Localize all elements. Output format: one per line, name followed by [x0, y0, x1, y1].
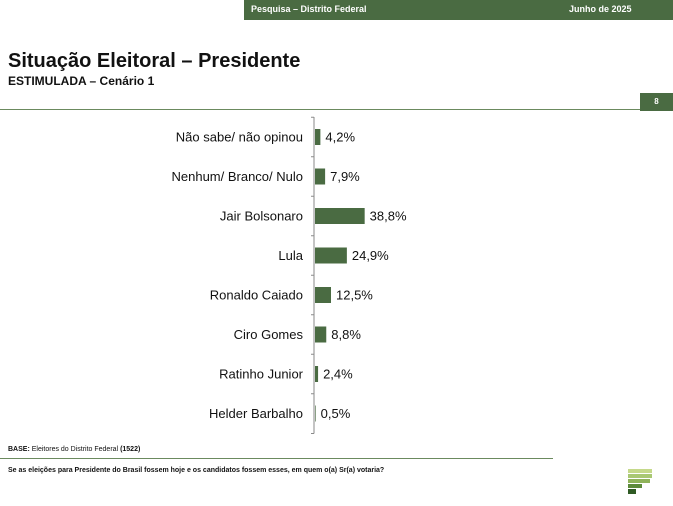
value-label: 24,9%: [352, 248, 389, 263]
footer-divider: [0, 458, 553, 459]
survey-question: Se as eleições para Presidente do Brasil…: [8, 467, 385, 474]
value-label: 4,2%: [325, 130, 355, 145]
company-logo-icon: [628, 469, 652, 494]
page-title: Situação Eleitoral – Presidente: [8, 50, 301, 72]
logo-stripe-5: [628, 489, 636, 494]
bar: [315, 129, 321, 145]
bar: [315, 168, 326, 185]
page-subtitle: ESTIMULADA – Cenário 1: [8, 74, 155, 88]
base-note: BASE: Eleitores do Distrito Federal (152…: [8, 446, 140, 453]
category-label: Não sabe/ não opinou: [176, 130, 303, 145]
bar: [315, 287, 331, 303]
header-survey-label: Pesquisa – Distrito Federal: [251, 4, 367, 14]
page-number: 8: [640, 93, 673, 111]
logo-stripe-2: [628, 474, 652, 478]
bar: [315, 247, 347, 264]
logo-stripe-4: [628, 484, 642, 488]
logo-stripe-3: [628, 479, 650, 483]
category-label: Jair Bolsonaro: [220, 209, 303, 224]
value-label: 38,8%: [370, 209, 407, 224]
category-label: Ciro Gomes: [234, 327, 304, 342]
base-text: Eleitores do Distrito Federal: [31, 446, 119, 453]
header-bar: Pesquisa – Distrito Federal Junho de 202…: [244, 0, 673, 20]
bar: [315, 326, 327, 343]
bar: [315, 405, 316, 422]
category-label: Lula: [278, 248, 303, 263]
value-label: 0,5%: [321, 406, 351, 421]
category-label: Helder Barbalho: [209, 406, 303, 421]
value-label: 12,5%: [336, 288, 373, 303]
header-date: Junho de 2025: [569, 4, 632, 14]
value-label: 8,8%: [331, 327, 361, 342]
logo-stripe-1: [628, 469, 652, 473]
value-label: 7,9%: [330, 169, 360, 184]
base-label: BASE:: [8, 446, 30, 453]
bar: [315, 208, 365, 224]
value-label: 2,4%: [323, 367, 353, 382]
category-label: Ratinho Junior: [219, 367, 303, 382]
category-label: Nenhum/ Branco/ Nulo: [171, 169, 303, 184]
title-divider: [0, 109, 640, 110]
category-label: Ronaldo Caiado: [210, 288, 303, 303]
bar: [315, 366, 319, 382]
base-count: (1522): [120, 446, 141, 453]
bar-chart: Não sabe/ não opinou 4,2% Nenhum/ Branco/ …: [171, 116, 407, 434]
